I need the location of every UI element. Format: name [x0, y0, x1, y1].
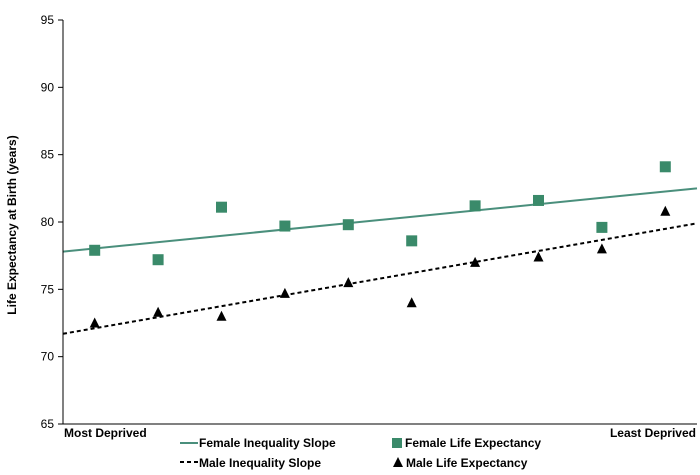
female-life-expectancy-point	[89, 244, 101, 256]
female-life-expectancy-point	[533, 194, 544, 206]
male-life-expectancy-point	[660, 205, 671, 216]
female-life-expectancy-point	[469, 200, 481, 212]
female-life-expectancy-point	[659, 161, 671, 173]
x-axis-start-label: Most Deprived	[64, 426, 147, 440]
y-tick-label: 70	[41, 350, 55, 364]
female-life-expectancy-point	[152, 254, 164, 266]
y-axis-ticks: 65 70 75 80 85 90 95	[41, 13, 63, 431]
male-life-expectancy-point	[279, 287, 290, 298]
male-life-expectancy-point	[216, 310, 227, 321]
y-tick-label: 90	[41, 80, 55, 94]
plot-area	[62, 161, 698, 335]
y-tick-label: 80	[41, 215, 55, 229]
legend-female-slope-label: Female Inequality Slope	[199, 436, 336, 450]
legend-male-marker-swatch	[393, 457, 403, 467]
y-tick-label: 65	[41, 417, 55, 431]
male-life-expectancy-point	[89, 317, 100, 328]
male-life-expectancy-point	[533, 251, 544, 262]
legend-male-marker-label: Male Life Expectancy	[406, 456, 528, 470]
y-tick-label: 75	[41, 282, 55, 296]
y-tick-label: 95	[41, 13, 55, 27]
male-life-expectancy-point	[596, 243, 607, 254]
male-inequality-slope-line	[62, 222, 698, 335]
female-life-expectancy-point	[406, 235, 418, 247]
female-life-expectancy-point	[279, 220, 291, 232]
female-life-expectancy-point	[216, 201, 227, 213]
legend: Female Inequality Slope Female Life Expe…	[180, 436, 541, 470]
female-life-expectancy-point	[342, 219, 354, 231]
y-axis-title: Life Expectancy at Birth (years)	[5, 135, 19, 314]
male-life-expectancy-point	[470, 256, 481, 267]
male-life-expectancy-point	[153, 306, 164, 317]
male-life-expectancy-point	[406, 297, 417, 308]
female-life-expectancy-point	[596, 221, 608, 233]
legend-female-marker-swatch	[392, 438, 402, 448]
x-axis-end-label: Least Deprived	[610, 426, 696, 440]
y-tick-label: 85	[41, 148, 55, 162]
legend-male-slope-label: Male Inequality Slope	[199, 456, 321, 470]
female-inequality-slope-line	[62, 187, 698, 253]
legend-female-marker-label: Female Life Expectancy	[405, 436, 541, 450]
male-life-expectancy-point	[343, 277, 354, 288]
